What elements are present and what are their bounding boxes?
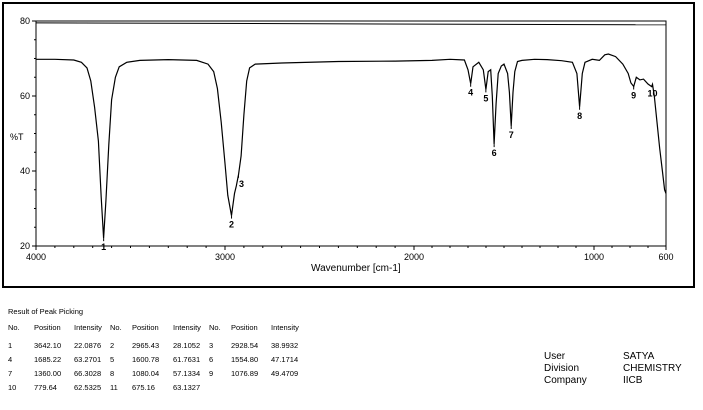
x-tick-label: 3000: [215, 252, 235, 262]
peak-table-cell: 2965.43: [132, 341, 160, 350]
peak-table-cell: 8: [110, 369, 115, 378]
peak-label: 7: [509, 130, 514, 140]
y-tick-label: 40: [20, 166, 30, 176]
chart-frame: [2, 2, 695, 288]
peak-table-cell: 779.64: [34, 383, 57, 392]
x-tick-label: 2000: [404, 252, 424, 262]
peak-table-cell: 2928.54: [231, 341, 259, 350]
peak-table-cell: 28.1052: [173, 341, 201, 350]
peak-table-cell: 63.1327: [173, 383, 201, 392]
x-axis-label: Wavenumber [cm-1]: [311, 263, 401, 274]
peak-table-cell: 61.7631: [173, 355, 201, 364]
user-info-value: SATYA: [623, 351, 655, 362]
y-axis-label: %T: [10, 132, 24, 142]
peak-table-header-cell: Intensity: [173, 323, 201, 332]
user-info-label: Division: [544, 363, 580, 374]
peak-table-cell: 57.1334: [173, 369, 201, 378]
peak-table-cell: 3: [209, 341, 214, 350]
peak-table-cell: 7: [8, 369, 13, 378]
y-axis: 20 40 60 80: [20, 16, 36, 251]
peak-table-cell: 4: [8, 355, 13, 364]
peak-table-cell: 22.0876: [74, 341, 102, 350]
y-tick-label: 80: [20, 16, 30, 26]
peak-table-cell: 675.16: [132, 383, 155, 392]
peak-table-cell: 1076.89: [231, 369, 259, 378]
y-tick-label: 60: [20, 91, 30, 101]
peak-label: 1: [101, 242, 106, 252]
peak-table-cell: 1600.78: [132, 355, 160, 364]
peak-label: 3: [239, 179, 244, 189]
peak-table-header-cell: Intensity: [271, 323, 299, 332]
peak-table-cell: 1: [8, 341, 13, 350]
user-info-label: Company: [544, 375, 587, 386]
y-tick-label: 20: [20, 241, 30, 251]
peak-table-cell: 49.4709: [271, 369, 299, 378]
user-info-value: IICB: [623, 375, 643, 386]
peak-table-cell: 62.5325: [74, 383, 102, 392]
peak-table-cell: 1080.04: [132, 369, 160, 378]
user-info-value: CHEMISTRY: [623, 363, 682, 374]
peak-table-cell: 10: [8, 383, 17, 392]
x-tick-label: 4000: [26, 252, 46, 262]
peak-table-cell: 6: [209, 355, 214, 364]
peak-label: 8: [577, 111, 582, 121]
spectrum-line: [36, 53, 667, 239]
x-tick-label: 600: [658, 252, 673, 262]
peak-label: 6: [492, 148, 497, 158]
plot-area: [35, 20, 667, 247]
peak-label: 4: [468, 88, 473, 98]
peak-table-header-cell: Position: [231, 323, 258, 332]
user-info-label: User: [544, 351, 566, 362]
peak-table-cell: 47.1714: [271, 355, 299, 364]
peak-table-cell: 11: [110, 383, 118, 392]
baseline-line: [35, 22, 667, 26]
peak-table-header-cell: Position: [34, 323, 61, 332]
x-axis: 4000 3000 2000 1000 600: [26, 246, 674, 262]
peak-label: 5: [483, 93, 488, 103]
peak-label: 9: [631, 91, 636, 101]
peak-table-cell: 38.9932: [271, 341, 299, 350]
peak-table-header-cell: No.: [8, 323, 20, 332]
x-tick-label: 1000: [584, 252, 604, 262]
peak-table-cell: 63.2701: [74, 355, 102, 364]
peak-table-title: Result of Peak Picking: [8, 307, 84, 316]
peak-label: 10: [647, 88, 657, 98]
peak-table-header-cell: No.: [110, 323, 122, 332]
peak-table-cell: 66.3028: [74, 369, 102, 378]
peak-table-header-cell: No.: [209, 323, 221, 332]
peak-table-header-cell: Position: [132, 323, 159, 332]
peak-markers: 1 2 3 45 6 7 8 9 10: [101, 83, 657, 252]
peak-table-cell: 5: [110, 355, 115, 364]
peak-table-cell: 2: [110, 341, 115, 350]
peak-table-cell: 1360.00: [34, 369, 62, 378]
peak-table-cell: 3642.10: [34, 341, 62, 350]
peak-table-cell: 9: [209, 369, 214, 378]
ir-spectrum-chart: 20 40 60 80 4000 3000 2000 1000 600 %T Wavenumb…: [10, 16, 674, 274]
peak-table-header-cell: Intensity: [74, 323, 102, 332]
peak-label: 2: [229, 220, 234, 230]
peak-table-cell: 1685.22: [34, 355, 62, 364]
peak-table-cell: 1554.80: [231, 355, 259, 364]
